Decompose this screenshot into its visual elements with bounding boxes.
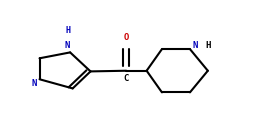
Text: C: C [123,74,129,83]
Text: N: N [65,41,70,50]
Text: N: N [31,79,37,88]
Text: H: H [205,41,210,50]
Text: N: N [192,41,197,50]
Text: H: H [65,26,70,35]
Text: O: O [123,33,129,42]
